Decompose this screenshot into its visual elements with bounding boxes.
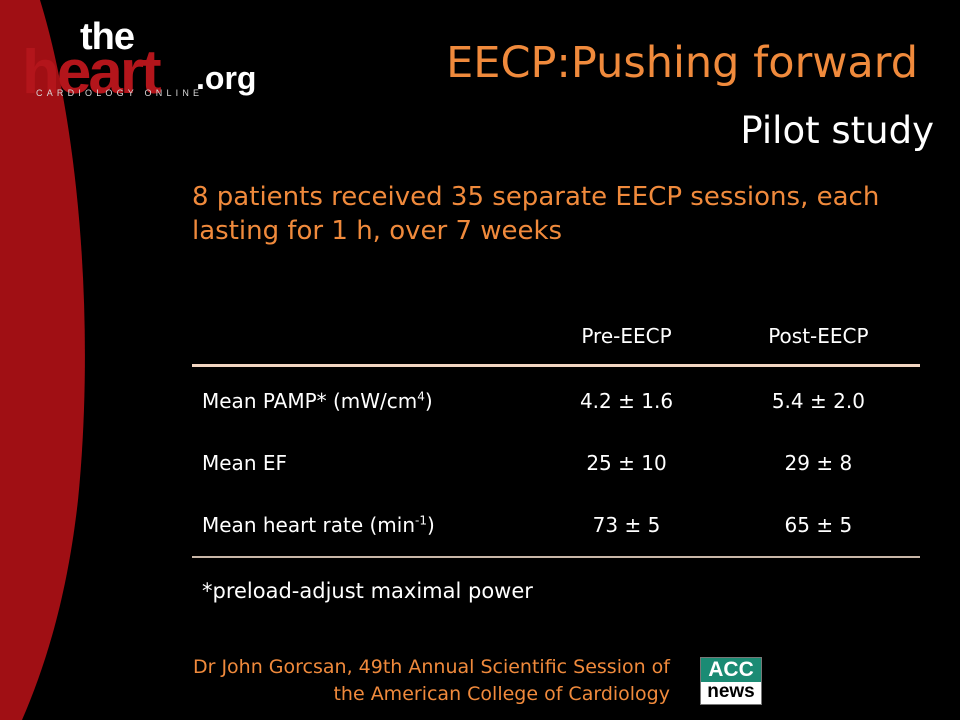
- slide-subtitle: Pilot study: [740, 109, 934, 152]
- citation-line-1: Dr John Gorcsan, 49th Annual Scientific …: [192, 656, 670, 678]
- post-value: 65 ± 5: [716, 494, 920, 558]
- row-label-text: Mean PAMP* (mW/cm: [202, 389, 418, 413]
- row-label: Mean EF: [192, 432, 536, 494]
- citation-line-2: the American College of Cardiology: [333, 683, 670, 705]
- acc-logo-top: ACC: [701, 658, 761, 682]
- logo-tagline: CARDIOLOGY ONLINE: [36, 88, 204, 98]
- row-label: Mean PAMP* (mW/cm4): [192, 366, 536, 433]
- row-label-text: Mean EF: [202, 451, 287, 475]
- acc-news-logo[interactable]: ACC news: [700, 657, 762, 705]
- logo-org-text: .org: [196, 60, 257, 96]
- pre-value: 4.2 ± 1.6: [579, 389, 674, 413]
- theheart-logo[interactable]: the heart .org CARDIOLOGY ONLINE: [22, 16, 272, 106]
- acc-logo-bottom: news: [701, 682, 761, 704]
- intro-text: 8 patients received 35 separate EECP ses…: [192, 182, 880, 246]
- table-header-blank: [192, 308, 537, 367]
- table-header-post: Post-EECP: [716, 308, 920, 367]
- source-citation: Dr John Gorcsan, 49th Annual Scientific …: [70, 654, 670, 708]
- logo-the-text: the: [80, 16, 135, 58]
- table-header-row: Pre-EECP Post-EECP: [192, 308, 920, 367]
- logo-heart-text: heart: [22, 38, 162, 107]
- post-value: 29 ± 8: [784, 451, 853, 475]
- row-label-superscript: 4: [417, 389, 425, 404]
- table-header-pre: Pre-EECP: [536, 308, 717, 367]
- table-row: Mean PAMP* (mW/cm4) 4.2 ± 1.6 5.4 ± 2.0: [192, 366, 920, 433]
- row-label-suffix: ): [426, 513, 435, 537]
- row-label: Mean heart rate (min-1): [192, 494, 537, 558]
- row-label-superscript: -1: [415, 513, 427, 528]
- pre-value: 25 ± 10: [586, 451, 667, 475]
- pre-value: 73 ± 5: [536, 494, 717, 558]
- row-label-text: Mean heart rate (min: [202, 513, 416, 537]
- row-label-suffix: ): [424, 389, 433, 413]
- table-footnote: *preload-adjust maximal power: [202, 579, 533, 603]
- footnote-row: *preload-adjust maximal power: [192, 557, 920, 624]
- table-row: Mean heart rate (min-1) 73 ± 5 65 ± 5: [192, 494, 920, 558]
- post-value: 5.4 ± 2.0: [771, 389, 865, 413]
- slide-title: EECP:Pushing forward: [446, 38, 918, 88]
- table-row: Mean EF 25 ± 10 29 ± 8: [192, 432, 920, 494]
- results-table: Pre-EECP Post-EECP Mean PAMP* (mW/cm4) 4…: [192, 308, 920, 624]
